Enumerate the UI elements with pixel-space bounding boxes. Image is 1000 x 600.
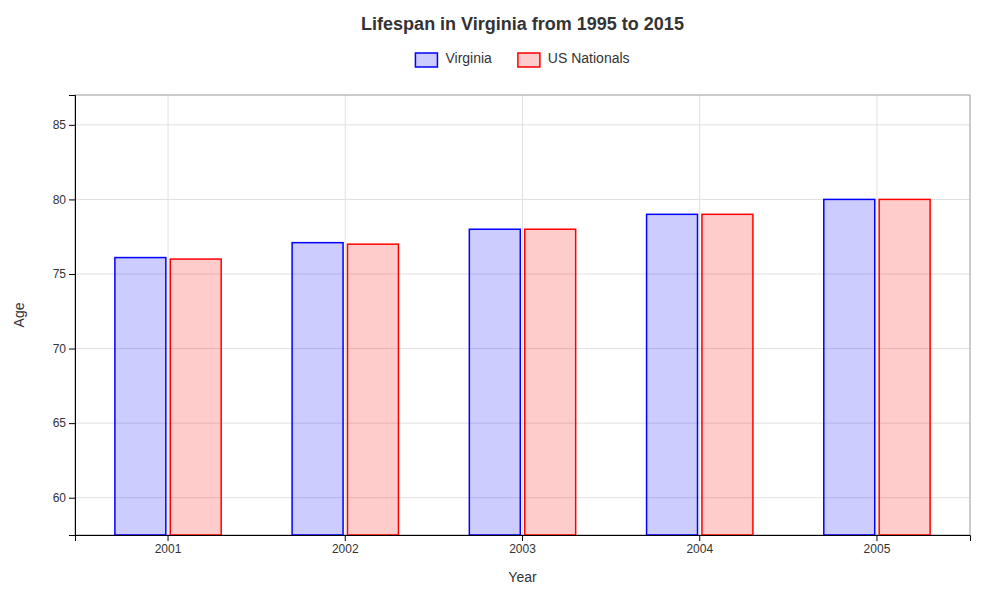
bar bbox=[292, 243, 343, 535]
title: Lifespan in Virginia from 1995 to 2015 bbox=[361, 14, 684, 34]
x-tick-label: 2005 bbox=[864, 542, 891, 556]
y-tick: 75 bbox=[53, 267, 75, 281]
y-tick: 65 bbox=[53, 416, 75, 430]
y-tick-label: 80 bbox=[53, 193, 67, 207]
y-tick: 80 bbox=[53, 193, 75, 207]
bar-series bbox=[170, 199, 930, 535]
legend-label: US Nationals bbox=[548, 50, 630, 66]
y-tick-label: 65 bbox=[53, 416, 67, 430]
y-tick-mark bbox=[69, 125, 75, 126]
legend-label: Virginia bbox=[445, 50, 492, 66]
y-tick-label: 60 bbox=[53, 491, 67, 505]
bar bbox=[347, 244, 398, 535]
y-tick-mark bbox=[69, 274, 75, 275]
x-axis: 2001 2002 2003 2004 2005 bbox=[76, 535, 971, 556]
grid bbox=[75, 95, 970, 535]
y-tick-mark bbox=[69, 349, 75, 350]
bar bbox=[170, 259, 221, 535]
y-tick: 85 bbox=[53, 118, 75, 132]
bar bbox=[824, 199, 875, 535]
axis-line bbox=[69, 96, 76, 536]
y-tick-mark bbox=[69, 199, 75, 200]
x-tick-label: 2001 bbox=[155, 542, 182, 556]
bars bbox=[115, 199, 930, 535]
grid-line-x bbox=[345, 95, 346, 535]
legend: Virginia US Nationals bbox=[415, 50, 629, 67]
bar bbox=[702, 214, 753, 535]
y-tick-label: 85 bbox=[53, 118, 67, 132]
legend-item: Virginia bbox=[415, 50, 492, 67]
y-tick-label: 70 bbox=[53, 342, 67, 356]
grid-line-x bbox=[876, 95, 877, 535]
x-tick-mark bbox=[522, 535, 523, 541]
x-tick-mark bbox=[876, 535, 877, 541]
x-tick: 2005 bbox=[864, 535, 891, 556]
x-tick-mark bbox=[699, 535, 700, 541]
y-tick: 70 bbox=[53, 342, 75, 356]
x-tick-label: 2003 bbox=[509, 542, 536, 556]
x-tick: 2001 bbox=[155, 535, 182, 556]
bar bbox=[879, 199, 930, 535]
y-tick-mark bbox=[69, 498, 75, 499]
bar bbox=[525, 229, 576, 535]
bar bbox=[647, 214, 698, 535]
bar bbox=[115, 258, 166, 535]
x-tick-label: 2002 bbox=[332, 542, 359, 556]
chart: 2001 2002 2003 2004 2005 60 65 70 75 80 85 Lifespan… bbox=[0, 0, 1000, 600]
grid-line-x bbox=[699, 95, 700, 535]
y-axis: 60 65 70 75 80 85 bbox=[53, 96, 76, 536]
y-axis-title: Age bbox=[11, 302, 27, 327]
plot: 2001 2002 2003 2004 2005 60 65 70 75 80 85 bbox=[53, 95, 971, 556]
y-tick: 60 bbox=[53, 491, 75, 505]
bar-series bbox=[115, 199, 875, 535]
x-axis-title: Year bbox=[508, 569, 537, 585]
x-tick-label: 2004 bbox=[686, 542, 713, 556]
x-tick: 2003 bbox=[509, 535, 536, 556]
legend-item: US Nationals bbox=[518, 50, 630, 67]
grid-line-x bbox=[168, 95, 169, 535]
y-tick-label: 75 bbox=[53, 267, 67, 281]
legend-swatch bbox=[518, 53, 540, 67]
grid-line-x bbox=[522, 95, 523, 535]
bar bbox=[469, 229, 520, 535]
x-tick: 2004 bbox=[686, 535, 713, 556]
axis-line bbox=[76, 536, 971, 542]
x-tick: 2002 bbox=[332, 535, 359, 556]
x-tick-mark bbox=[345, 535, 346, 541]
legend-swatch bbox=[415, 53, 437, 67]
plot-frame bbox=[75, 95, 970, 535]
y-tick-mark bbox=[69, 423, 75, 424]
x-tick-mark bbox=[168, 535, 169, 541]
